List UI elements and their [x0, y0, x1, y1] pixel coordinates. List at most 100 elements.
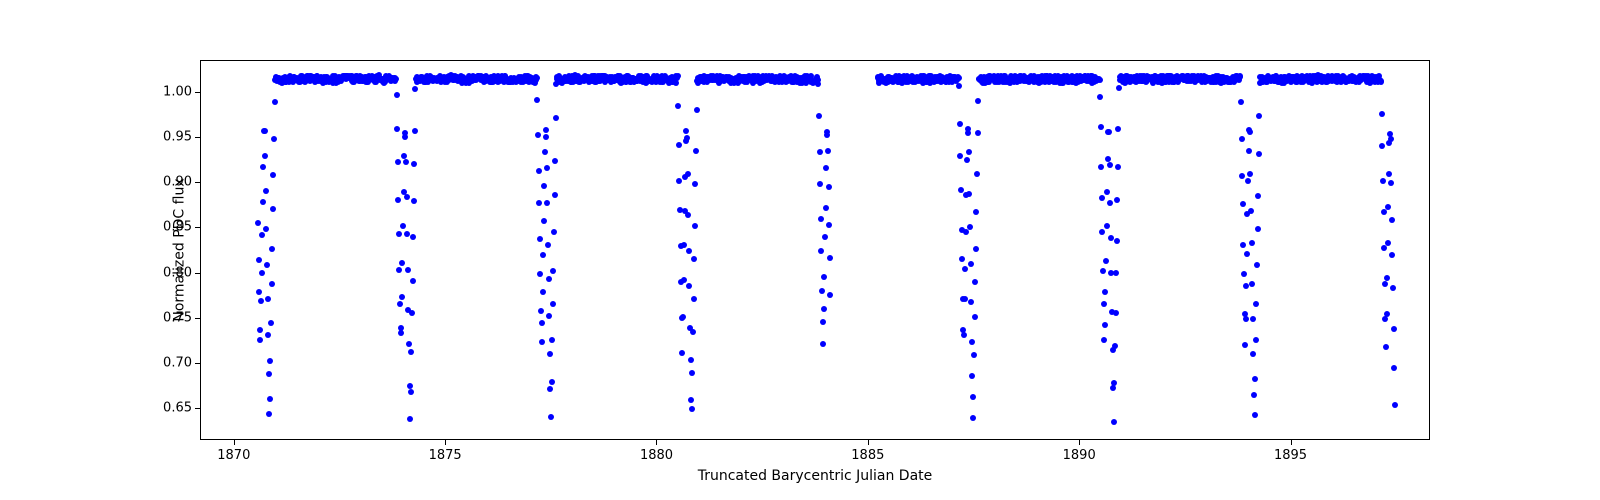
data-point [1392, 402, 1398, 408]
data-point [688, 357, 694, 363]
data-point [681, 277, 687, 283]
xtick-mark [445, 440, 446, 445]
data-point [270, 206, 276, 212]
data-point [686, 283, 692, 289]
data-point [966, 149, 972, 155]
data-point [689, 370, 695, 376]
data-point [1380, 178, 1386, 184]
data-point [545, 242, 551, 248]
data-point [534, 75, 540, 81]
data-point [1249, 240, 1255, 246]
data-point [1112, 343, 1118, 349]
data-point [264, 262, 270, 268]
data-point [1240, 201, 1246, 207]
data-point [541, 183, 547, 189]
data-point [820, 341, 826, 347]
data-point [818, 248, 824, 254]
data-point [536, 200, 542, 206]
data-point [1243, 316, 1249, 322]
data-point [692, 223, 698, 229]
data-point [410, 234, 416, 240]
data-point [824, 132, 830, 138]
ytick-label: 0.95 [158, 129, 192, 144]
data-point [548, 414, 554, 420]
data-point [1390, 285, 1396, 291]
data-point [403, 159, 409, 165]
data-point [1388, 136, 1394, 142]
data-point [975, 130, 981, 136]
data-point [538, 308, 544, 314]
data-point [411, 161, 417, 167]
data-point [272, 99, 278, 105]
data-point [257, 337, 263, 343]
data-point [693, 148, 699, 154]
data-point [535, 132, 541, 138]
data-point [675, 103, 681, 109]
ytick-mark [195, 318, 200, 319]
data-point [540, 252, 546, 258]
data-point [1391, 365, 1397, 371]
data-point [256, 289, 262, 295]
data-point [255, 220, 261, 226]
data-point [1114, 238, 1120, 244]
data-point [821, 274, 827, 280]
data-point [971, 352, 977, 358]
data-point [1116, 85, 1122, 91]
data-point [1101, 337, 1107, 343]
data-point [1256, 113, 1262, 119]
data-point [1388, 180, 1394, 186]
data-point [968, 299, 974, 305]
data-point [1383, 344, 1389, 350]
data-point [540, 289, 546, 295]
data-point [1237, 74, 1243, 80]
data-point [689, 406, 695, 412]
ytick-label: 0.65 [158, 401, 192, 416]
data-point [1389, 217, 1395, 223]
data-point [685, 171, 691, 177]
data-point [691, 296, 697, 302]
data-point [534, 97, 540, 103]
data-point [1255, 193, 1261, 199]
data-point [961, 332, 967, 338]
data-point [263, 188, 269, 194]
data-point [1114, 197, 1120, 203]
data-point [1241, 271, 1247, 277]
data-point [968, 261, 974, 267]
data-point [1106, 129, 1112, 135]
data-point [539, 339, 545, 345]
data-point [270, 172, 276, 178]
data-point [396, 267, 402, 273]
data-point [402, 134, 408, 140]
data-point [822, 234, 828, 240]
data-point [1391, 326, 1397, 332]
data-point [1104, 223, 1110, 229]
data-point [816, 113, 822, 119]
data-point [1097, 77, 1103, 83]
data-point [1250, 351, 1256, 357]
data-point [1249, 281, 1255, 287]
data-point [266, 371, 272, 377]
data-point [259, 270, 265, 276]
data-point [1381, 209, 1387, 215]
data-point [537, 236, 543, 242]
data-point [1244, 251, 1250, 257]
data-point [1098, 164, 1104, 170]
data-point [1246, 148, 1252, 154]
data-point [1238, 99, 1244, 105]
data-point [257, 327, 263, 333]
y-axis-label: Normalized PDC flux [172, 178, 188, 321]
data-point [972, 279, 978, 285]
data-point [544, 165, 550, 171]
data-point [553, 115, 559, 121]
data-point [1101, 301, 1107, 307]
data-point [394, 92, 400, 98]
data-point [1382, 281, 1388, 287]
plot-area [201, 61, 1429, 439]
data-point [966, 191, 972, 197]
data-point [957, 121, 963, 127]
data-point [1240, 242, 1246, 248]
data-point [552, 192, 558, 198]
xtick-mark [234, 440, 235, 445]
data-point [821, 306, 827, 312]
data-point [262, 153, 268, 159]
